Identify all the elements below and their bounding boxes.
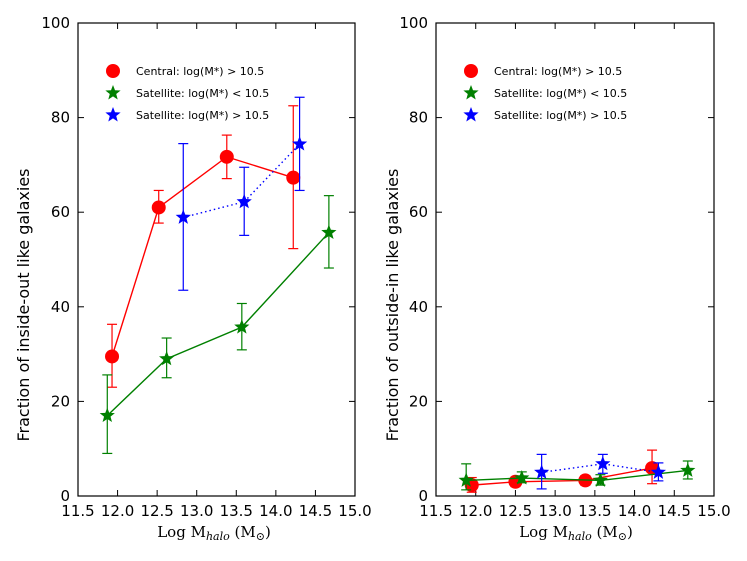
- panel-left-series-1-point-2: [234, 319, 250, 334]
- panel-left-xtick-label-7: 15.0: [338, 502, 371, 520]
- panel-left-ytick-label-4: 80: [51, 109, 70, 127]
- panel-right-legend-label-2: Satellite: log(M*) > 10.5: [494, 109, 627, 122]
- panel-left-ylabel: Fraction of inside-out like galaxies: [14, 168, 33, 441]
- panel-left-series-1-point-0: [99, 407, 115, 423]
- panel-right-series-1-point-3: [680, 462, 696, 477]
- panel-left-xtick-label-6: 14.5: [299, 502, 332, 520]
- panel-left-ytick-label-0: 0: [60, 487, 70, 505]
- panel-right-legend-marker-0: [464, 64, 478, 78]
- panel-left-series-0-line: [111, 156, 294, 357]
- panel-right-xtick-label-6: 14.5: [658, 502, 691, 520]
- panel-left-series-1-point-3: [321, 224, 337, 240]
- panel-left-xtick-label-3: 13.0: [180, 502, 213, 520]
- panel-right-legend-marker-1: [463, 85, 479, 100]
- panel-right-ytick-label-3: 60: [409, 203, 428, 221]
- panel-left-series-2-point-0: [175, 209, 191, 224]
- panel-right-ytick-label-1: 20: [409, 392, 428, 410]
- panel-left-series-2: [175, 96, 308, 291]
- panel-left-frame: [77, 22, 356, 497]
- panel-left-series-0-point-1: [151, 200, 166, 215]
- panel-right-ytick-label-0: 0: [418, 487, 428, 505]
- panel-left-xtick-label-1: 12.0: [101, 502, 134, 520]
- panel-right: Fraction of outside-in like galaxies Log…: [383, 14, 731, 543]
- panel-right-ytick-label-5: 100: [399, 14, 428, 32]
- panel-left-xtick-label-4: 13.5: [220, 502, 253, 520]
- panel-left-legend-label-1: Satellite: log(M*) < 10.5: [136, 87, 269, 100]
- panel-right-series-1-point-0: [458, 472, 474, 487]
- panel-right-series-1: [458, 460, 696, 491]
- panel-left-series-0-point-0: [105, 349, 120, 364]
- panel-right-series-2-line: [541, 463, 659, 474]
- panel-right-series-1-point-1: [514, 470, 530, 485]
- panel-left-series-1-line: [106, 232, 330, 417]
- panel-right-ylabel: Fraction of outside-in like galaxies: [383, 169, 402, 442]
- panel-left-xlabel: Log Mhalo (M⊙): [157, 523, 271, 543]
- panel-left-legend-marker-0: [106, 64, 120, 78]
- panel-left-xtick-label-2: 12.5: [140, 502, 173, 520]
- panel-left-series-0-point-2: [219, 149, 234, 164]
- panel-left-series-1: [99, 195, 337, 455]
- panel-right-series-2-point-2: [650, 464, 667, 479]
- panel-right-ytick-label-4: 80: [409, 109, 428, 127]
- panel-right-xtick-label-3: 13.0: [538, 502, 571, 520]
- panel-right-legend-label-1: Satellite: log(M*) < 10.5: [494, 87, 627, 100]
- panel-right-xtick-label-7: 15.0: [697, 502, 730, 520]
- panel-right-frame: [435, 22, 715, 497]
- panel-left-series-1-point-1: [159, 350, 175, 366]
- panel-right-legend-label-0: Central: log(M*) > 10.5: [494, 65, 622, 78]
- panel-left-ytick-label-2: 40: [51, 298, 70, 316]
- panel-right-xtick-label-0: 11.5: [419, 502, 452, 520]
- panel-left-legend: Central: log(M*) > 10.5 Satellite: log(M*…: [105, 64, 269, 122]
- panel-right-series-2: [534, 453, 667, 490]
- panel-right-legend: Central: log(M*) > 10.5 Satellite: log(M*…: [463, 64, 627, 122]
- panel-left: Fraction of inside-out like galaxies Log…: [14, 14, 372, 543]
- panel-left-series-0: [105, 105, 301, 388]
- panel-right-series-1-point-2: [592, 472, 609, 487]
- panel-right-ytick-label-2: 40: [409, 298, 428, 316]
- panel-left-legend-marker-2: [105, 107, 121, 122]
- panel-left-ytick-label-1: 20: [51, 392, 70, 410]
- panel-right-xtick-label-4: 13.5: [578, 502, 611, 520]
- panel-left-series-0-point-3: [286, 170, 301, 185]
- panel-left-legend-label-0: Central: log(M*) > 10.5: [136, 65, 264, 78]
- panel-left-legend-marker-1: [105, 85, 121, 100]
- panel-left-legend-label-2: Satellite: log(M*) > 10.5: [136, 109, 269, 122]
- panel-left-ytick-label-5: 100: [41, 14, 70, 32]
- panel-right-series-0-line: [471, 467, 653, 486]
- panel-right-xtick-label-1: 12.0: [459, 502, 492, 520]
- panel-right-xtick-label-2: 12.5: [499, 502, 532, 520]
- panel-left-series-2-point-2: [291, 136, 308, 151]
- panel-left-xtick-label-5: 14.0: [259, 502, 292, 520]
- panel-left-xtick-label-0: 11.5: [61, 502, 94, 520]
- panel-right-xtick-label-5: 14.0: [618, 502, 651, 520]
- panel-right-series-2-point-0: [534, 464, 550, 479]
- panel-right-series-1-line: [466, 469, 688, 482]
- panel-right-xlabel: Log Mhalo (M⊙): [519, 523, 633, 543]
- panel-right-series-2-point-1: [595, 455, 611, 471]
- panel-left-ytick-label-3: 60: [51, 203, 70, 221]
- panel-right-legend-marker-2: [463, 107, 479, 122]
- panel-left-series-2-point-1: [236, 193, 252, 209]
